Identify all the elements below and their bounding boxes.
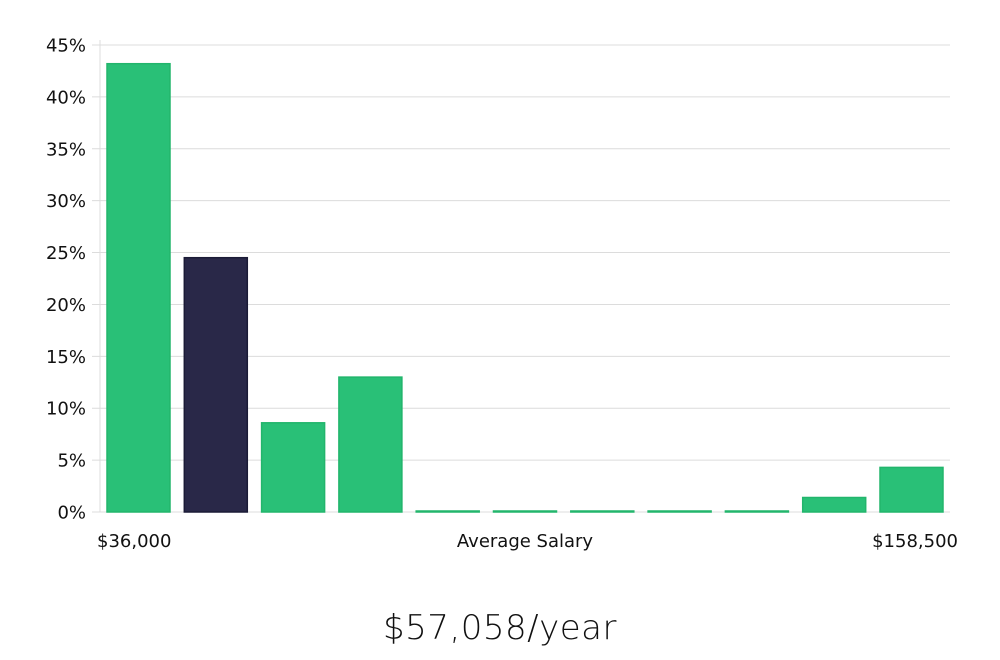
bar: [724, 510, 790, 513]
salary-histogram-chart: 0% 5% 10% 15% 20% 25% 30% 35% 40% 45% $36,000 Ave…: [46, 36, 958, 553]
y-tick-label: 10%: [46, 399, 86, 420]
y-tick-label: 0%: [57, 503, 86, 524]
y-tick-label: 35%: [46, 139, 86, 160]
bar: [492, 510, 558, 513]
y-tick-label: 25%: [46, 243, 86, 264]
bar: [106, 62, 171, 513]
bar: [801, 496, 867, 513]
average-salary-summary: $57,058/year: [383, 608, 617, 648]
bar: [647, 510, 712, 513]
bars: [106, 62, 944, 513]
bar: [879, 466, 944, 513]
y-tick-label: 5%: [57, 451, 86, 472]
bar: [260, 422, 326, 513]
y-tick-label: 45%: [46, 36, 86, 57]
y-tick-label: 40%: [46, 87, 86, 108]
y-axis-ticks: 0% 5% 10% 15% 20% 25% 30% 35% 40% 45%: [46, 36, 86, 524]
bar: [415, 510, 480, 513]
y-tick-label: 20%: [46, 295, 86, 316]
bar: [338, 376, 403, 513]
bar: [570, 510, 635, 513]
x-max-label: $158,500: [872, 531, 958, 552]
x-min-label: $36,000: [97, 531, 171, 552]
x-axis-title: Average Salary: [457, 531, 594, 552]
y-tick-label: 30%: [46, 191, 86, 212]
y-tick-label: 15%: [46, 347, 86, 368]
bar-highlighted: [183, 256, 249, 513]
